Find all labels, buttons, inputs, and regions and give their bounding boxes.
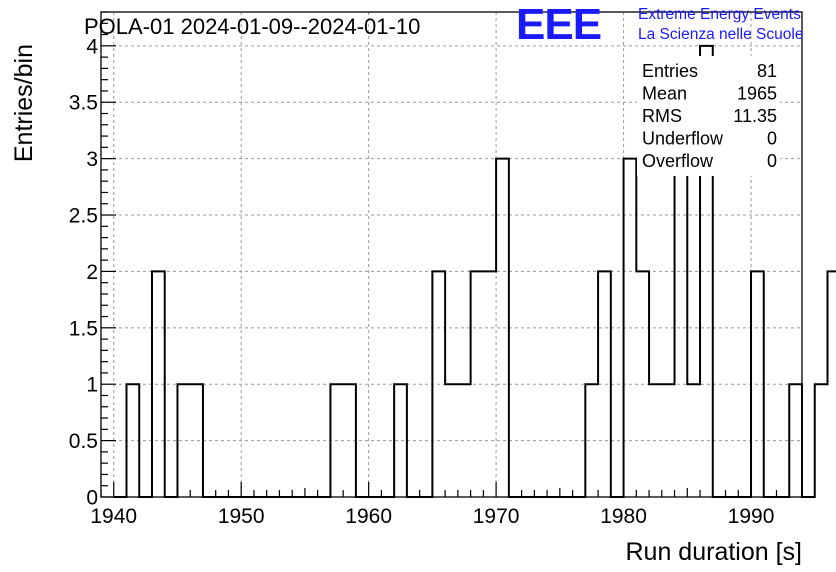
chart-title: POLA-01 2024-01-09--2024-01-10 [84, 14, 420, 39]
stats-label-underflow: Underflow [642, 129, 724, 149]
stats-label-mean: Mean [642, 84, 687, 104]
x-tick-labels: 1940 1950 1960 1970 1980 1990 [90, 505, 774, 528]
y-tick-label-1: 1 [86, 374, 98, 397]
y-tick-label-2: 2 [86, 261, 98, 284]
x-axis-label: Run duration [s] [626, 538, 803, 566]
y-tick-label-0.5: 0.5 [69, 430, 98, 453]
stats-value-mean: 1965 [737, 84, 777, 104]
y-tick-label-1.5: 1.5 [69, 317, 98, 340]
y-tick-label-3: 3 [86, 148, 98, 171]
stats-value-underflow: 0 [767, 129, 777, 149]
logo-line-1: Extreme Energy Events [638, 6, 801, 23]
y-tick-labels: 0 0.5 1 1.5 2 2.5 3 3.5 4 [69, 35, 99, 509]
plot-frame [100, 11, 803, 498]
x-tick-label-1980: 1980 [600, 505, 647, 528]
stats-value-entries: 81 [757, 61, 777, 81]
y-tick-label-3.5: 3.5 [69, 92, 98, 115]
x-tick-label-1990: 1990 [728, 505, 775, 528]
stats-value-rms: 11.35 [733, 106, 777, 126]
x-tick-label-1960: 1960 [345, 505, 392, 528]
stats-background [637, 56, 780, 176]
y-tick-label-2.5: 2.5 [69, 205, 98, 228]
stats-label-entries: Entries [642, 61, 698, 81]
axis-ticks [100, 11, 803, 498]
x-tick-label-1940: 1940 [90, 505, 137, 528]
y-axis-label: Entries/bin [10, 44, 38, 162]
stats-label-overflow: Overflow [642, 151, 714, 171]
y-tick-label-0: 0 [86, 487, 98, 510]
eee-logo-mark: EEE [516, 0, 601, 49]
stats-box: Entries 81 Mean 1965 RMS 11.35 Underflow 0 Overf… [637, 56, 780, 176]
stats-label-rms: RMS [642, 106, 682, 126]
x-tick-label-1970: 1970 [473, 505, 520, 528]
logo-line-2: La Scienza nelle Scuole [638, 26, 803, 43]
stats-value-overflow: 0 [767, 151, 777, 171]
y-tick-label-4: 4 [86, 35, 98, 58]
x-tick-label-1950: 1950 [218, 505, 265, 528]
eee-logo: EEE Extreme Energy Events La Scienza nel… [516, 0, 803, 49]
